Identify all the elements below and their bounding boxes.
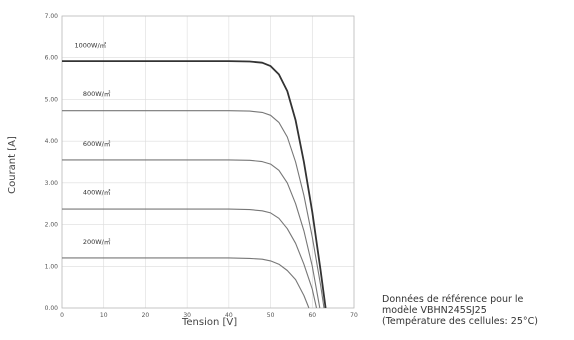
x-tick-label: 10 [100, 312, 108, 319]
y-axis-ticks: 0.00 1.00 2.00 3.00 4.00 5.00 6.00 7.00 [45, 13, 59, 312]
x-tick-label: 50 [267, 312, 275, 319]
note-line-1: Données de référence pour le [382, 294, 524, 305]
y-axis-label: Courant [A] [7, 136, 18, 194]
note-line-2: modèle VBHN245SJ25 [382, 305, 487, 316]
series-line-2 [62, 110, 325, 309]
y-tick-label: 6.00 [45, 55, 59, 62]
y-tick-label: 2.00 [45, 222, 59, 229]
iv-curves [62, 60, 327, 309]
series-line-3 [62, 159, 321, 309]
x-tick-label: 40 [225, 312, 233, 319]
y-tick-label: 4.00 [45, 138, 59, 145]
curve-label: 600W/㎡ [83, 139, 111, 148]
y-tick-label: 0.00 [45, 305, 59, 312]
x-tick-label: 0 [60, 312, 64, 319]
curve-label: 800W/㎡ [83, 89, 111, 98]
grid [61, 15, 355, 309]
series-line-1 [62, 60, 327, 309]
curve-label: 1000W/㎡ [75, 40, 107, 49]
x-tick-label: 70 [350, 312, 358, 319]
curve-labels: 1000W/㎡ 800W/㎡ 600W/㎡ 400W/㎡ 200W/㎡ [75, 40, 111, 246]
y-tick-label: 1.00 [45, 263, 59, 270]
y-tick-label: 5.00 [45, 96, 59, 103]
x-tick-label: 60 [308, 312, 316, 319]
reference-note: Données de référence pour le modèle VBHN… [382, 294, 574, 327]
y-tick-label: 3.00 [45, 180, 59, 187]
series-line-5 [62, 257, 310, 309]
note-line-3: (Température des cellules: 25°C) [382, 316, 538, 327]
x-tick-label: 30 [183, 312, 191, 319]
x-tick-label: 20 [142, 312, 150, 319]
curve-label: 200W/㎡ [83, 237, 111, 246]
plot-frame [61, 15, 355, 309]
curve-label: 400W/㎡ [83, 188, 111, 197]
series-line-4 [62, 208, 318, 309]
y-tick-label: 7.00 [45, 13, 59, 20]
x-axis-ticks: 0 10 20 30 40 50 60 70 [60, 312, 358, 319]
x-axis-label: Tension [V] [181, 317, 237, 328]
